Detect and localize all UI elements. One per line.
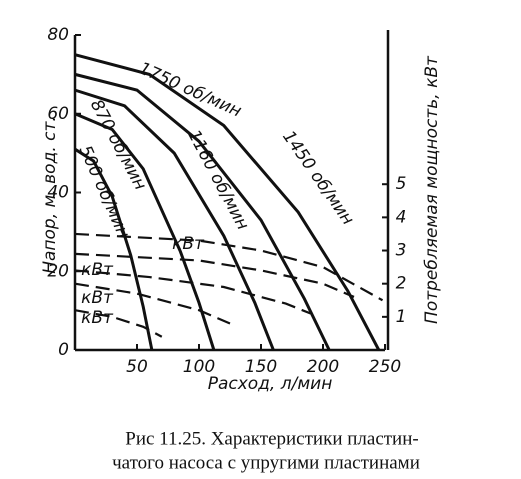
head-curve xyxy=(74,53,381,351)
caption-line: чатого насоса с упругими пластинами xyxy=(112,452,420,473)
series-label: 1450 об/мин xyxy=(278,127,358,229)
x-tick-label: 200 xyxy=(307,357,339,377)
y2-tick-label: 3 xyxy=(396,241,407,261)
head-curve xyxy=(74,147,154,351)
y-tick-label: 0 xyxy=(58,340,69,360)
series-label: 1160 об/мин xyxy=(183,127,252,234)
power-curve xyxy=(74,309,163,338)
power-label: кВт xyxy=(81,288,114,308)
y2-tick-label: 4 xyxy=(396,207,407,227)
x-axis-label: Расход, л/мин xyxy=(208,374,333,394)
y-tick-label: 20 xyxy=(47,261,69,281)
y-axis-label: Напор, м. вод. ст. xyxy=(40,116,60,274)
y2-tick-label: 2 xyxy=(396,274,407,294)
y-tick-label: 60 xyxy=(47,104,69,124)
y-tick-label: 80 xyxy=(47,25,69,45)
x-tick-label: 250 xyxy=(369,357,401,377)
series-label: 1750 об/мин xyxy=(136,58,245,121)
power-curve xyxy=(74,232,384,302)
power-curve xyxy=(74,252,355,298)
power-label: кВт xyxy=(172,234,205,254)
y2-tick-label: 1 xyxy=(396,307,407,327)
caption-line: Рис 11.25. Характеристики пластин- xyxy=(125,428,418,449)
x-tick-label: 100 xyxy=(183,357,215,377)
y-tick-label: 40 xyxy=(47,183,69,203)
power-label: кВт xyxy=(81,260,114,280)
y2-axis-label: Потребляемая мощность, кВт xyxy=(422,55,442,324)
head-curve xyxy=(74,72,331,351)
x-tick-label: 150 xyxy=(245,357,277,377)
y2-tick-label: 5 xyxy=(396,174,407,194)
power-label: кВт xyxy=(81,308,114,328)
power-curve xyxy=(74,269,312,315)
head-curve xyxy=(74,88,275,351)
power-curve xyxy=(74,282,231,325)
x-tick-label: 50 xyxy=(126,357,148,377)
